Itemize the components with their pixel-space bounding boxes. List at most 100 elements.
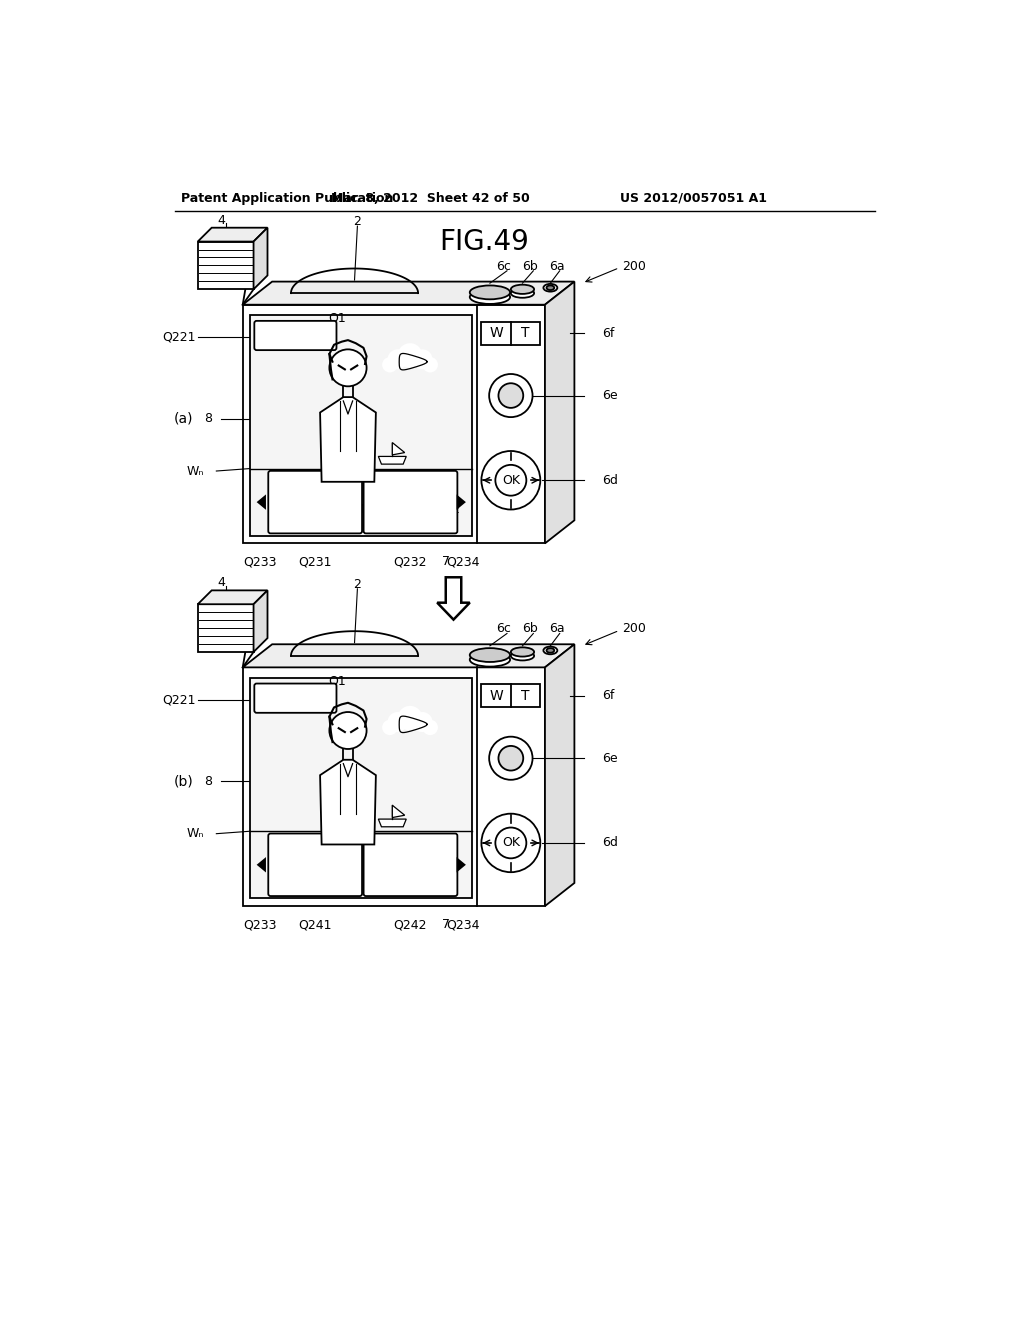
Text: (b): (b) [174, 775, 194, 788]
Text: 6b: 6b [522, 622, 538, 635]
Ellipse shape [511, 647, 535, 656]
Circle shape [423, 356, 438, 372]
Circle shape [496, 465, 526, 495]
Text: OK: OK [502, 837, 520, 850]
Circle shape [499, 746, 523, 771]
FancyBboxPatch shape [251, 315, 472, 536]
Circle shape [330, 711, 367, 748]
Ellipse shape [547, 648, 554, 653]
Ellipse shape [544, 647, 557, 655]
Ellipse shape [470, 285, 510, 300]
Polygon shape [378, 820, 407, 826]
Polygon shape [198, 227, 267, 242]
Text: 6b: 6b [522, 260, 538, 273]
Text: Q232: Q232 [393, 556, 427, 569]
Text: 6c: 6c [497, 622, 511, 635]
FancyBboxPatch shape [481, 684, 541, 708]
Text: Q221: Q221 [163, 330, 197, 343]
Circle shape [387, 711, 408, 733]
Circle shape [481, 451, 541, 510]
FancyBboxPatch shape [243, 668, 545, 906]
Text: Q234: Q234 [446, 917, 479, 931]
Text: 2: 2 [353, 578, 361, 591]
Text: 4: 4 [217, 214, 225, 227]
Text: Q233: Q233 [243, 917, 276, 931]
Circle shape [397, 706, 423, 730]
Text: ROUGH
MONOCHROME: ROUGH MONOCHROME [359, 487, 461, 516]
Ellipse shape [511, 651, 535, 660]
Text: (a): (a) [174, 412, 194, 425]
Text: 6f: 6f [602, 689, 614, 702]
Text: O1: O1 [329, 675, 346, 688]
Text: FIG.49: FIG.49 [439, 227, 529, 256]
Text: 200: 200 [623, 622, 646, 635]
Text: 6e: 6e [602, 751, 617, 764]
FancyBboxPatch shape [268, 471, 362, 533]
Ellipse shape [470, 290, 510, 304]
Polygon shape [257, 857, 266, 873]
Text: 8: 8 [204, 775, 212, 788]
Circle shape [489, 737, 532, 780]
Text: O1: O1 [329, 312, 346, 325]
Ellipse shape [547, 285, 554, 290]
Circle shape [499, 383, 523, 408]
Circle shape [387, 350, 408, 370]
Text: 6a: 6a [549, 622, 564, 635]
Text: 6f: 6f [602, 326, 614, 339]
Text: 200: 200 [623, 260, 646, 273]
Circle shape [423, 719, 438, 735]
Text: 8: 8 [204, 412, 212, 425]
Text: Q231: Q231 [298, 556, 332, 569]
Text: 6e: 6e [602, 389, 617, 403]
Circle shape [413, 711, 432, 733]
Text: Q241: Q241 [298, 917, 332, 931]
Text: PERSON: PERSON [267, 692, 324, 705]
Polygon shape [321, 760, 376, 845]
Polygon shape [392, 805, 404, 817]
FancyBboxPatch shape [481, 322, 541, 345]
Polygon shape [545, 281, 574, 544]
Text: Q221: Q221 [163, 693, 197, 706]
Circle shape [382, 719, 397, 735]
FancyBboxPatch shape [198, 242, 254, 289]
Text: Wₙ: Wₙ [186, 828, 204, 841]
FancyBboxPatch shape [243, 305, 545, 544]
Text: 2: 2 [353, 215, 361, 228]
Text: 6c: 6c [497, 260, 511, 273]
Text: 4: 4 [217, 576, 225, 589]
Text: 7: 7 [441, 556, 450, 569]
Text: 6a: 6a [549, 260, 564, 273]
Text: W: W [489, 689, 503, 702]
Polygon shape [457, 857, 466, 873]
FancyBboxPatch shape [254, 684, 337, 713]
Text: Mar. 8, 2012  Sheet 42 of 50: Mar. 8, 2012 Sheet 42 of 50 [331, 191, 529, 205]
Text: T: T [521, 326, 529, 341]
Ellipse shape [511, 289, 535, 298]
Ellipse shape [470, 648, 510, 661]
Polygon shape [545, 644, 574, 906]
Text: Q234: Q234 [446, 556, 479, 569]
Polygon shape [321, 397, 376, 482]
Text: Q242: Q242 [393, 917, 427, 931]
Ellipse shape [544, 284, 557, 292]
Text: LIGHT
TONE: LIGHT TONE [390, 850, 430, 878]
Polygon shape [243, 644, 574, 668]
Circle shape [397, 343, 423, 368]
Circle shape [496, 828, 526, 858]
FancyBboxPatch shape [364, 833, 458, 896]
Text: 6d: 6d [602, 837, 618, 850]
FancyBboxPatch shape [198, 605, 254, 652]
Text: Patent Application Publication: Patent Application Publication [180, 191, 393, 205]
Circle shape [489, 374, 532, 417]
FancyBboxPatch shape [364, 471, 458, 533]
Text: PERSON: PERSON [267, 329, 324, 342]
Polygon shape [457, 495, 466, 510]
FancyBboxPatch shape [251, 678, 472, 899]
Text: Q233: Q233 [243, 556, 276, 569]
Polygon shape [437, 577, 470, 619]
Text: 7: 7 [441, 917, 450, 931]
Text: FANTASTIC
FOCUS: FANTASTIC FOCUS [280, 487, 350, 516]
Circle shape [413, 350, 432, 370]
Ellipse shape [470, 653, 510, 667]
Text: W: W [489, 326, 503, 341]
